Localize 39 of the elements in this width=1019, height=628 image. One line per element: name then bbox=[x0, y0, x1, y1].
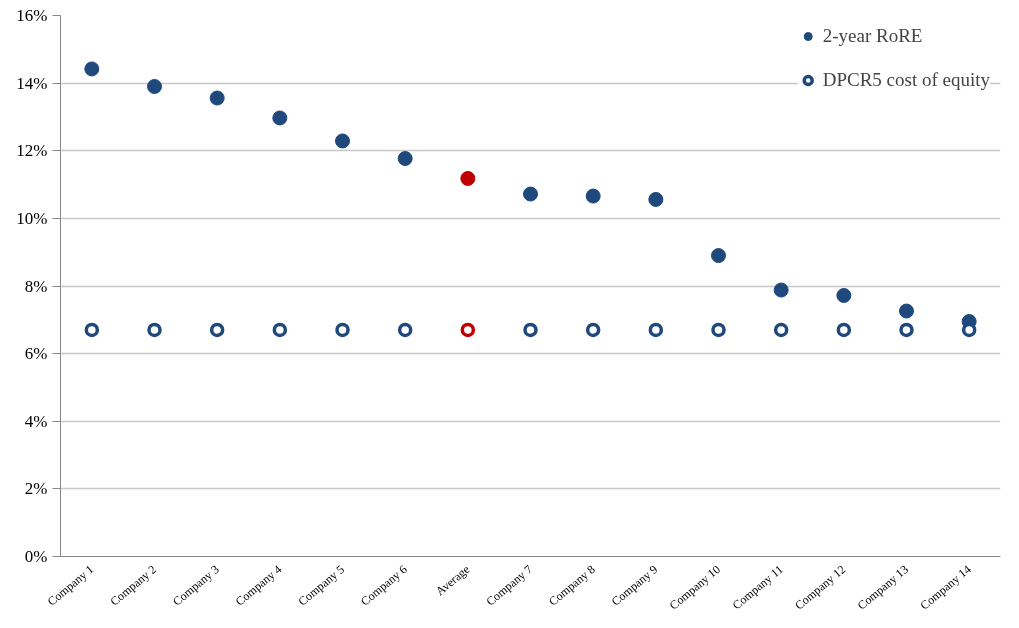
point bbox=[209, 90, 225, 106]
point bbox=[84, 322, 100, 338]
point bbox=[836, 322, 852, 338]
legend-label: DPCR5 cost of equity bbox=[822, 69, 990, 91]
point bbox=[147, 322, 162, 338]
y-tick-label: 2% bbox=[24, 479, 48, 499]
point bbox=[147, 79, 162, 94]
y-tick-label: 14% bbox=[16, 73, 48, 93]
point bbox=[773, 282, 789, 298]
point bbox=[523, 186, 538, 202]
point bbox=[836, 287, 852, 303]
point bbox=[523, 322, 538, 338]
point bbox=[460, 170, 476, 186]
legend-label: 2-year RoRE bbox=[822, 25, 923, 47]
y-tick-label: 8% bbox=[24, 276, 48, 296]
point bbox=[272, 322, 288, 338]
point bbox=[711, 248, 726, 264]
y-tick-label: 16% bbox=[16, 6, 48, 25]
point bbox=[84, 61, 100, 77]
point bbox=[397, 322, 413, 338]
point bbox=[460, 322, 476, 338]
y-tick-label: 12% bbox=[16, 141, 48, 161]
point bbox=[648, 322, 664, 338]
y-tick-label: 6% bbox=[24, 344, 48, 364]
point bbox=[899, 322, 914, 338]
point bbox=[335, 322, 350, 338]
point bbox=[585, 188, 601, 204]
point bbox=[397, 151, 413, 167]
point bbox=[272, 110, 288, 126]
point bbox=[773, 322, 789, 338]
y-tick-label: 4% bbox=[24, 411, 48, 431]
point bbox=[209, 322, 225, 338]
point bbox=[899, 303, 914, 319]
point bbox=[648, 191, 664, 207]
y-tick-label: 0% bbox=[24, 547, 48, 566]
point bbox=[335, 133, 350, 149]
y-tick-label: 10% bbox=[16, 208, 48, 228]
point bbox=[711, 322, 726, 338]
point bbox=[585, 322, 601, 338]
